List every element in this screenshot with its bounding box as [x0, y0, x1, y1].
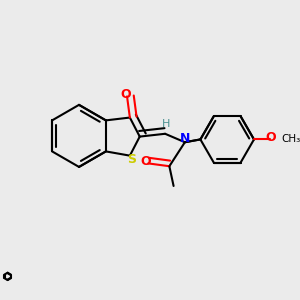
Text: H: H [162, 119, 171, 129]
Text: S: S [128, 152, 136, 166]
Text: O: O [140, 155, 151, 169]
Text: O: O [266, 131, 276, 144]
Text: O: O [120, 88, 131, 100]
Text: CH₃: CH₃ [281, 134, 300, 144]
Text: N: N [180, 132, 190, 146]
